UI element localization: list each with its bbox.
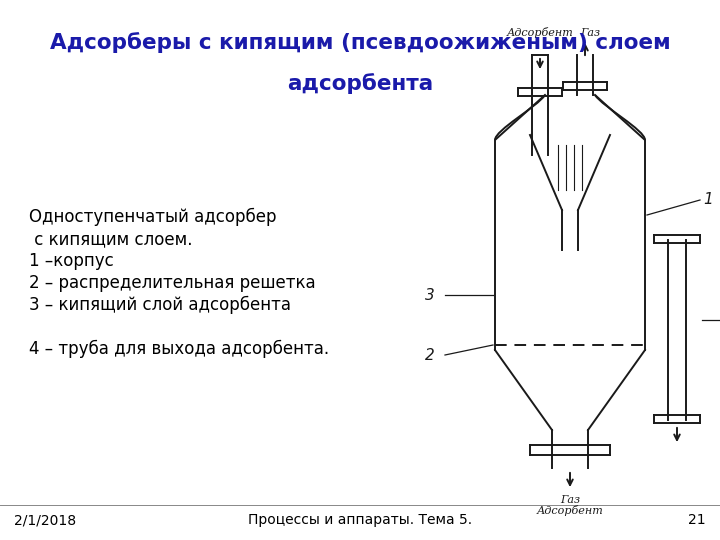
Text: 2 – распределительная решетка: 2 – распределительная решетка xyxy=(29,274,315,292)
Text: Адсорберы с кипящим (псевдоожиженым) слоем: Адсорберы с кипящим (псевдоожиженым) сло… xyxy=(50,32,670,53)
Text: 2/1/2018: 2/1/2018 xyxy=(14,513,76,527)
Text: 1 –корпус: 1 –корпус xyxy=(29,252,114,270)
Text: 21: 21 xyxy=(688,513,706,527)
Text: Процессы и аппараты. Тема 5.: Процессы и аппараты. Тема 5. xyxy=(248,513,472,527)
Text: Газ: Газ xyxy=(580,28,600,38)
Text: с кипящим слоем.: с кипящим слоем. xyxy=(29,230,192,248)
Text: адсорбента: адсорбента xyxy=(287,73,433,94)
Text: 2: 2 xyxy=(426,348,435,362)
Text: Адсорбент: Адсорбент xyxy=(536,505,603,516)
Text: Газ: Газ xyxy=(560,495,580,505)
Text: 3: 3 xyxy=(426,287,435,302)
Text: Одноступенчатый адсорбер: Одноступенчатый адсорбер xyxy=(29,208,276,226)
Text: 4 – труба для выхода адсорбента.: 4 – труба для выхода адсорбента. xyxy=(29,340,329,358)
Text: Адсорбент: Адсорбент xyxy=(507,27,573,38)
Text: 3 – кипящий слой адсорбента: 3 – кипящий слой адсорбента xyxy=(29,296,291,314)
Text: 1: 1 xyxy=(703,192,713,206)
